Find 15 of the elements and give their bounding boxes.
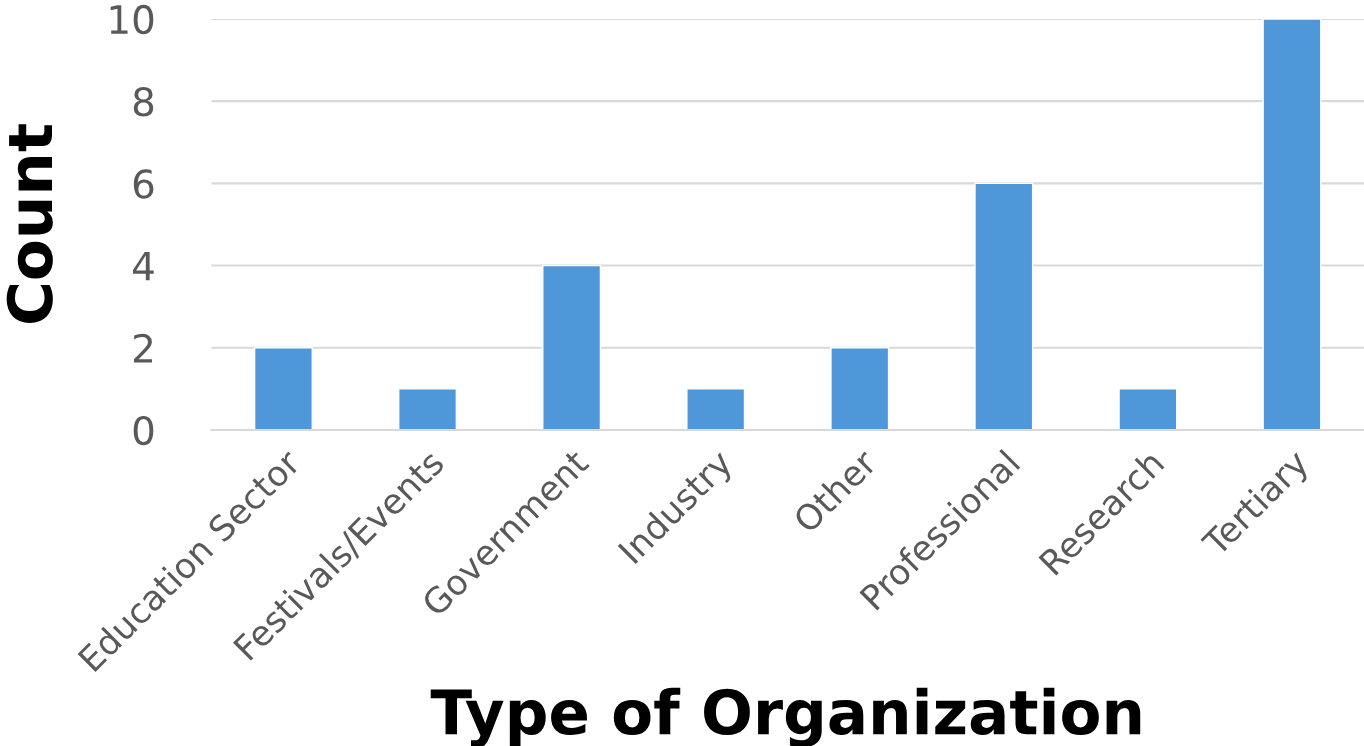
bar <box>1262 18 1322 430</box>
bar <box>398 388 458 430</box>
bar <box>1118 388 1178 430</box>
bar <box>974 182 1034 430</box>
y-tick-label: 8 <box>133 87 154 117</box>
y-tick-label: 6 <box>133 169 154 199</box>
bar <box>686 388 746 430</box>
bar <box>830 347 890 430</box>
y-tick-label: 0 <box>133 415 154 446</box>
y-tick-label: 10 <box>110 4 154 35</box>
y-tick-label: 2 <box>133 333 152 363</box>
bar <box>253 347 313 430</box>
bar <box>542 264 602 430</box>
y-tick-label: 4 <box>133 252 154 281</box>
y-axis-title: Count <box>6 124 53 323</box>
